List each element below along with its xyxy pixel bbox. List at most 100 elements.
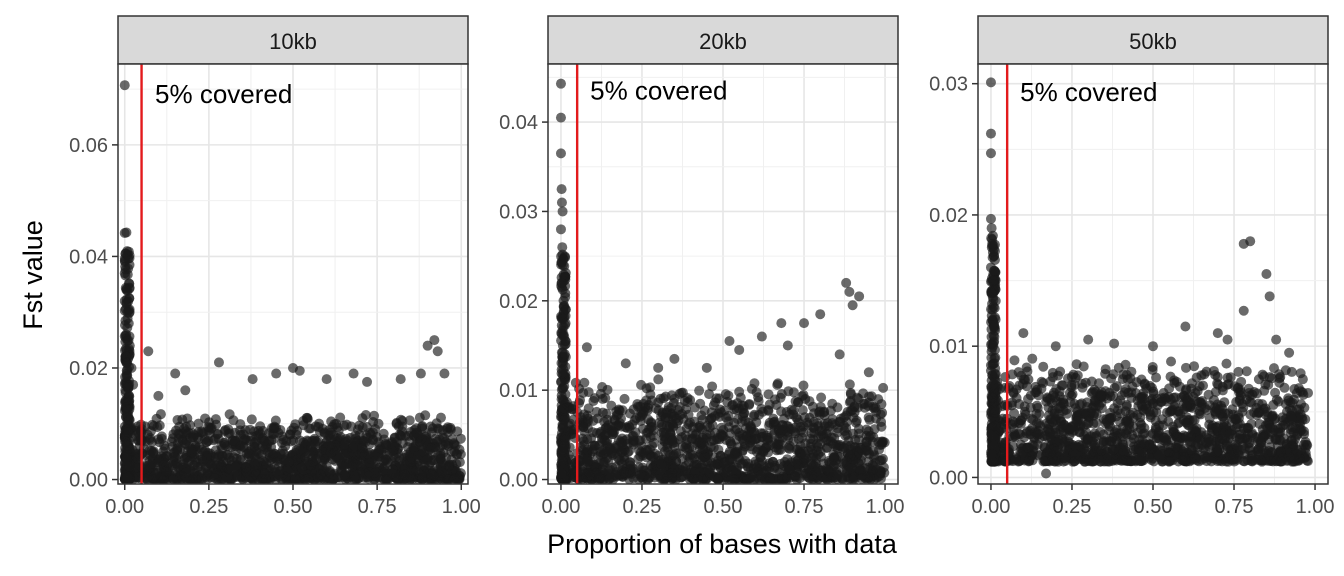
data-point bbox=[124, 340, 135, 351]
data-point bbox=[418, 460, 429, 471]
data-point bbox=[876, 399, 887, 410]
data-point bbox=[845, 440, 856, 451]
data-point bbox=[870, 413, 881, 424]
y-tick-label: 0.02 bbox=[499, 291, 538, 313]
data-point bbox=[259, 468, 270, 479]
data-point bbox=[674, 388, 685, 399]
data-point bbox=[213, 357, 224, 368]
data-point bbox=[1303, 387, 1314, 398]
data-point bbox=[641, 444, 652, 455]
data-point bbox=[155, 409, 166, 420]
data-point bbox=[602, 384, 613, 395]
data-point bbox=[822, 442, 833, 453]
data-point bbox=[1237, 398, 1248, 409]
data-point bbox=[579, 377, 590, 388]
data-point bbox=[1031, 418, 1042, 429]
data-point bbox=[669, 437, 680, 448]
data-point bbox=[588, 395, 599, 406]
data-point bbox=[124, 415, 135, 426]
data-point bbox=[1019, 432, 1030, 443]
data-point bbox=[620, 358, 631, 369]
data-point bbox=[601, 408, 612, 419]
data-point bbox=[666, 390, 677, 401]
data-point bbox=[345, 432, 356, 443]
data-point bbox=[223, 428, 234, 439]
data-point bbox=[1235, 387, 1246, 398]
data-point bbox=[753, 396, 764, 407]
data-point bbox=[1181, 362, 1192, 373]
data-point bbox=[816, 392, 827, 403]
data-point bbox=[1087, 402, 1098, 413]
data-point bbox=[1166, 356, 1177, 367]
data-point bbox=[1255, 436, 1266, 447]
data-point bbox=[324, 467, 335, 478]
data-point bbox=[1059, 419, 1070, 430]
data-point bbox=[697, 443, 708, 454]
data-point bbox=[1236, 429, 1247, 440]
data-point bbox=[1218, 411, 1229, 422]
data-point bbox=[1285, 428, 1296, 439]
data-point bbox=[397, 415, 408, 426]
data-point bbox=[172, 462, 183, 473]
facet-label: 20kb bbox=[699, 29, 747, 54]
data-point bbox=[834, 349, 845, 360]
data-point bbox=[249, 438, 260, 449]
data-point bbox=[841, 410, 852, 421]
data-point bbox=[1100, 368, 1111, 379]
data-point bbox=[557, 313, 568, 324]
data-point bbox=[1217, 385, 1228, 396]
data-point bbox=[1120, 406, 1131, 417]
data-point bbox=[651, 467, 662, 478]
points bbox=[119, 80, 466, 484]
data-point bbox=[597, 393, 608, 404]
data-point bbox=[401, 449, 412, 460]
x-tick-label: 0.00 bbox=[541, 496, 580, 518]
y-tick-label: 0.02 bbox=[69, 358, 108, 380]
data-point bbox=[1004, 431, 1015, 442]
data-point bbox=[1038, 361, 1049, 372]
data-point bbox=[1008, 388, 1019, 399]
data-point bbox=[799, 412, 810, 423]
data-point bbox=[819, 432, 830, 443]
data-point bbox=[119, 268, 130, 279]
data-point bbox=[251, 459, 262, 470]
data-point bbox=[203, 447, 214, 458]
data-point bbox=[330, 455, 341, 466]
data-point bbox=[206, 459, 217, 470]
data-point bbox=[1119, 455, 1130, 466]
data-point bbox=[1287, 414, 1298, 425]
data-point bbox=[997, 401, 1008, 412]
y-tick-label: 0.04 bbox=[499, 112, 538, 134]
data-point bbox=[1253, 398, 1264, 409]
data-point bbox=[120, 387, 131, 398]
data-point bbox=[1074, 399, 1085, 410]
data-point bbox=[404, 415, 415, 426]
data-point bbox=[362, 449, 373, 460]
x-tick-label: 0.00 bbox=[105, 496, 144, 518]
data-point bbox=[217, 474, 228, 484]
data-point bbox=[429, 335, 440, 346]
data-point bbox=[749, 378, 760, 389]
data-point bbox=[1288, 394, 1299, 405]
data-point bbox=[556, 468, 567, 479]
data-point bbox=[211, 468, 222, 479]
data-point bbox=[653, 374, 664, 385]
data-point bbox=[1091, 417, 1102, 428]
data-point bbox=[558, 269, 569, 280]
data-point bbox=[718, 431, 729, 442]
data-point bbox=[826, 432, 837, 443]
data-point bbox=[1066, 379, 1077, 390]
data-point bbox=[328, 430, 339, 441]
data-point bbox=[259, 435, 270, 446]
data-point bbox=[1038, 456, 1049, 467]
data-point bbox=[1245, 409, 1256, 420]
data-point bbox=[1159, 432, 1170, 443]
data-point bbox=[649, 437, 660, 448]
y-tick-label: 0.00 bbox=[69, 470, 108, 492]
data-point bbox=[638, 423, 649, 434]
data-point bbox=[1164, 456, 1175, 467]
data-point bbox=[347, 442, 358, 453]
data-point bbox=[381, 454, 392, 465]
data-point bbox=[1055, 397, 1066, 408]
